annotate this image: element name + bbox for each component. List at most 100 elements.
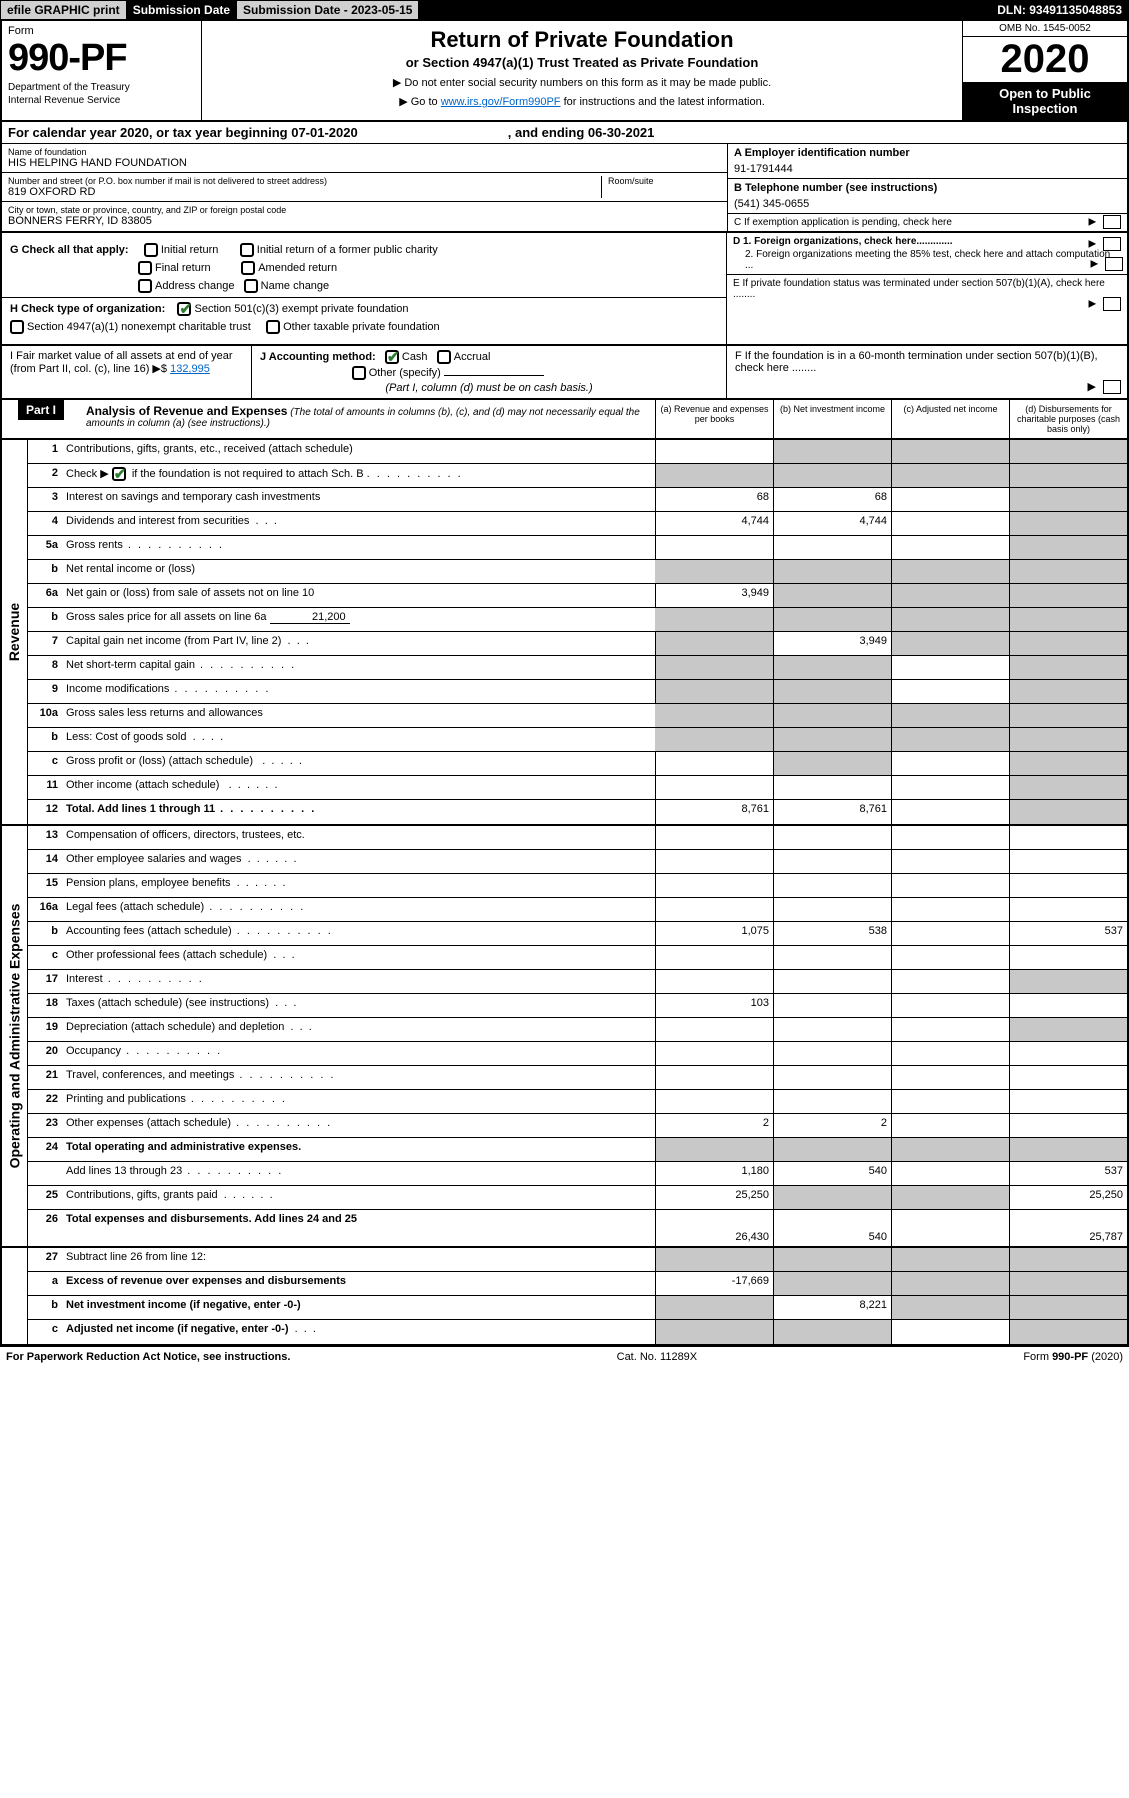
phone-value: (541) 345-0655	[734, 198, 1121, 210]
l23-b: 2	[773, 1114, 891, 1137]
dept-treasury: Department of the Treasury	[8, 82, 195, 93]
d2-cb[interactable]	[1105, 257, 1123, 271]
l3-a: 68	[655, 488, 773, 511]
net-section: 27Subtract line 26 from line 12: aExcess…	[0, 1248, 1129, 1346]
submission-date: Submission Date - 2023-05-15	[236, 1, 418, 19]
col-d-head: (d) Disbursements for charitable purpose…	[1009, 400, 1127, 438]
part-i-badge: Part I	[18, 400, 64, 420]
l6b-val: 21,200	[270, 611, 350, 624]
501c3-cb[interactable]	[177, 302, 191, 316]
l4-a: 4,744	[655, 512, 773, 535]
hij-row: I Fair market value of all assets at end…	[0, 346, 1129, 400]
l16b-a: 1,075	[655, 922, 773, 945]
room-label: Room/suite	[608, 176, 721, 186]
col-b-head: (b) Net investment income	[773, 400, 891, 438]
foundation-name: HIS HELPING HAND FOUNDATION	[8, 157, 721, 169]
fmv-value: 132,995	[170, 363, 210, 375]
name-label: Name of foundation	[8, 147, 721, 157]
l12-b: 8,761	[773, 800, 891, 824]
city-label: City or town, state or province, country…	[8, 205, 721, 215]
form-header: Form 990-PF Department of the Treasury I…	[0, 20, 1129, 122]
analysis-title: Analysis of Revenue and Expenses	[86, 404, 287, 418]
entity-info: Name of foundation HIS HELPING HAND FOUN…	[0, 144, 1129, 233]
cal-end: , and ending 06-30-2021	[508, 125, 655, 140]
initial-former-cb[interactable]	[240, 243, 254, 257]
efile-label[interactable]: efile GRAPHIC print	[1, 1, 127, 19]
c-label: C If exemption application is pending, c…	[734, 217, 952, 228]
addr-label: Number and street (or P.O. box number if…	[8, 176, 601, 186]
col-c-head: (c) Adjusted net income	[891, 400, 1009, 438]
l24-a: 1,180	[655, 1162, 773, 1185]
l23-a: 2	[655, 1114, 773, 1137]
form-ref: Form 990-PF (2020)	[1023, 1351, 1123, 1363]
l26-a: 26,430	[655, 1210, 773, 1246]
l12-a: 8,761	[655, 800, 773, 824]
f-cb[interactable]	[1103, 380, 1121, 394]
schb-cb[interactable]	[112, 467, 126, 481]
part-i-header: Part I Analysis of Revenue and Expenses …	[0, 400, 1129, 440]
l25-a: 25,250	[655, 1186, 773, 1209]
cash-cb[interactable]	[385, 350, 399, 364]
irs-label: Internal Revenue Service	[8, 95, 195, 106]
col-a-head: (a) Revenue and expenses per books	[655, 400, 773, 438]
l16b-d: 537	[1009, 922, 1127, 945]
l18-a: 103	[655, 994, 773, 1017]
revenue-section: Revenue 1Contributions, gifts, grants, e…	[0, 440, 1129, 826]
l27a-a: -17,669	[655, 1272, 773, 1295]
initial-return-cb[interactable]	[144, 243, 158, 257]
omb-number: OMB No. 1545-0052	[963, 21, 1127, 37]
other-taxable-cb[interactable]	[266, 320, 280, 334]
l16b-b: 538	[773, 922, 891, 945]
other-method-cb[interactable]	[352, 366, 366, 380]
check-area: G Check all that apply: Initial return I…	[0, 233, 1129, 346]
expenses-section: Operating and Administrative Expenses 13…	[0, 826, 1129, 1248]
f-label: F If the foundation is in a 60-month ter…	[735, 350, 1098, 374]
4947-cb[interactable]	[10, 320, 24, 334]
l26-d: 25,787	[1009, 1210, 1127, 1246]
calendar-year-row: For calendar year 2020, or tax year begi…	[0, 122, 1129, 144]
cal-begin: For calendar year 2020, or tax year begi…	[8, 125, 358, 140]
g-row: G Check all that apply: Initial return I…	[10, 243, 718, 257]
e-cb[interactable]	[1103, 297, 1121, 311]
dln: DLN: 93491135048853	[991, 1, 1128, 19]
e-label: E If private foundation status was termi…	[733, 278, 1105, 300]
final-return-cb[interactable]	[138, 261, 152, 275]
submission-date-label: Submission Date	[127, 1, 236, 19]
l27b-b: 8,221	[773, 1296, 891, 1319]
ein-value: 91-1791444	[734, 163, 1121, 175]
accrual-cb[interactable]	[437, 350, 451, 364]
l24-d: 537	[1009, 1162, 1127, 1185]
form-number: 990-PF	[8, 37, 195, 80]
form-title: Return of Private Foundation	[210, 27, 954, 53]
l7-b: 3,949	[773, 632, 891, 655]
ssn-warning: ▶ Do not enter social security numbers o…	[210, 76, 954, 89]
goto-note: ▶ Go to www.irs.gov/Form990PF for instru…	[210, 95, 954, 108]
form-subtitle: or Section 4947(a)(1) Trust Treated as P…	[210, 55, 954, 70]
l25-d: 25,250	[1009, 1186, 1127, 1209]
cat-no: Cat. No. 11289X	[617, 1351, 698, 1363]
top-bar: efile GRAPHIC print Submission Date Subm…	[0, 0, 1129, 20]
phone-label: B Telephone number (see instructions)	[734, 182, 1121, 194]
address-change-cb[interactable]	[138, 279, 152, 293]
street-address: 819 OXFORD RD	[8, 186, 601, 198]
tax-year: 2020	[963, 37, 1127, 82]
c-checkbox[interactable]	[1103, 215, 1121, 229]
l3-b: 68	[773, 488, 891, 511]
l4-b: 4,744	[773, 512, 891, 535]
l24-b: 540	[773, 1162, 891, 1185]
ein-label: A Employer identification number	[734, 147, 1121, 159]
l26-b: 540	[773, 1210, 891, 1246]
irs-link[interactable]: www.irs.gov/Form990PF	[441, 96, 561, 108]
page-footer: For Paperwork Reduction Act Notice, see …	[0, 1346, 1129, 1367]
d2-label: 2. Foreign organizations meeting the 85%…	[745, 249, 1110, 271]
name-change-cb[interactable]	[244, 279, 258, 293]
j-note: (Part I, column (d) must be on cash basi…	[260, 382, 718, 394]
revenue-side-label: Revenue	[2, 440, 28, 824]
paperwork-notice: For Paperwork Reduction Act Notice, see …	[6, 1351, 290, 1363]
open-to-public: Open to Public Inspection	[963, 82, 1127, 120]
l6a-a: 3,949	[655, 584, 773, 607]
expenses-side-label: Operating and Administrative Expenses	[2, 826, 28, 1246]
amended-return-cb[interactable]	[241, 261, 255, 275]
city-state-zip: BONNERS FERRY, ID 83805	[8, 215, 721, 227]
form-word: Form	[8, 25, 195, 37]
